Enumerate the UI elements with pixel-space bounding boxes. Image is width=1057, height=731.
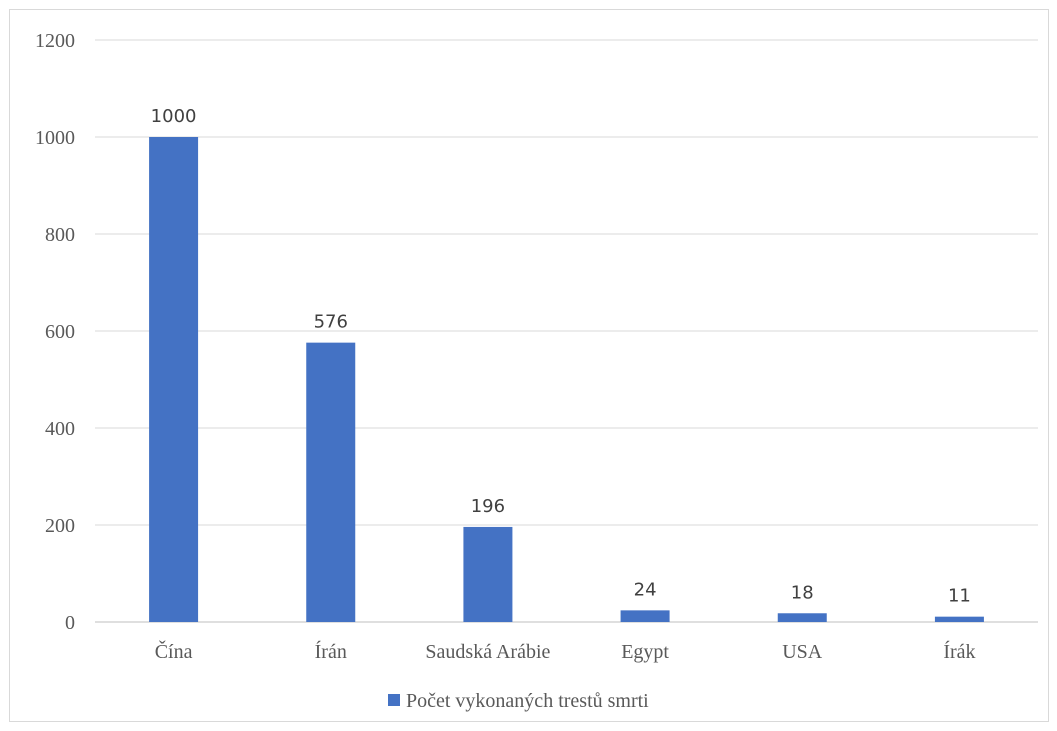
y-tick-label: 400 xyxy=(45,418,75,440)
y-tick-label: 1200 xyxy=(35,30,75,52)
y-tick-label: 200 xyxy=(45,515,75,537)
data-label: 11 xyxy=(948,586,971,607)
legend-swatch xyxy=(388,694,400,706)
data-label: 1000 xyxy=(151,106,197,127)
y-tick-label: 1000 xyxy=(35,127,75,149)
x-tick-label: Írán xyxy=(315,640,347,663)
legend-label: Počet vykonaných trestů smrti xyxy=(406,690,649,712)
bar xyxy=(934,616,984,622)
data-labels: 1000 576 196 24 18 11 xyxy=(151,106,971,607)
legend: Počet vykonaných trestů smrti xyxy=(388,690,649,712)
x-tick-label: Egypt xyxy=(621,641,669,663)
data-label: 24 xyxy=(634,579,657,600)
x-tick-label: Saudská Arábie xyxy=(425,641,550,663)
bars xyxy=(149,137,984,622)
x-tick-label: Írák xyxy=(943,640,975,663)
data-label: 18 xyxy=(791,582,814,603)
y-tick-label: 600 xyxy=(45,321,75,343)
bar xyxy=(620,610,670,622)
x-tick-label: USA xyxy=(782,641,823,663)
x-axis-tick-labels: Čína Írán Saudská Arábie Egypt USA Írák xyxy=(155,639,976,663)
bar xyxy=(149,137,199,622)
bar xyxy=(463,526,513,622)
y-tick-label: 800 xyxy=(45,224,75,246)
gridlines xyxy=(95,39,1038,623)
x-tick-label: Čína xyxy=(155,639,193,663)
y-axis-tick-labels: 0 200 400 600 800 1000 1200 xyxy=(35,30,75,634)
data-label: 196 xyxy=(471,496,505,517)
y-tick-label: 0 xyxy=(65,612,75,634)
bar xyxy=(306,342,356,622)
data-label: 576 xyxy=(314,312,348,333)
bar xyxy=(777,613,827,622)
